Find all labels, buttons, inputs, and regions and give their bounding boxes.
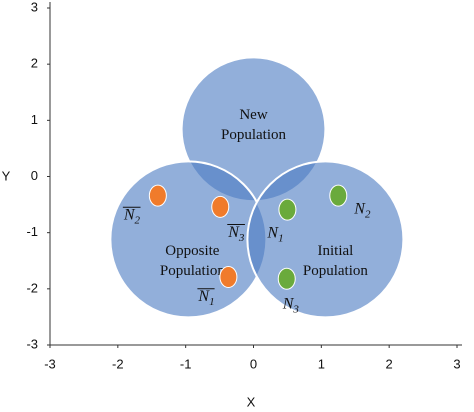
point — [148, 184, 167, 207]
point-label-base: N — [227, 224, 240, 241]
point — [278, 198, 297, 221]
point — [211, 195, 230, 218]
point-label-base: N — [197, 288, 210, 305]
y-axis-label: Y — [2, 168, 11, 183]
point-label-sub: 1 — [209, 296, 215, 308]
y-tick-label: 3 — [31, 0, 38, 14]
y-tick-label: -3 — [26, 336, 38, 351]
x-tick-label: 0 — [250, 356, 257, 371]
point — [277, 267, 296, 290]
point-label-sub: 2 — [365, 208, 371, 220]
x-tick-label: -1 — [180, 356, 192, 371]
point-label-base: N — [123, 206, 136, 223]
point-label-base: N — [266, 224, 279, 241]
region-label: Initial — [317, 243, 353, 259]
point-label: N2 — [123, 206, 141, 226]
y-tick-label: 1 — [31, 112, 38, 127]
region-label: Population — [303, 263, 369, 279]
x-tick-label: 1 — [318, 356, 325, 371]
point-label: N3 — [282, 295, 300, 315]
region-label: Population — [221, 127, 287, 143]
point-label-sub: 3 — [238, 231, 245, 243]
point-label: N1 — [197, 288, 214, 308]
point-label-base: N — [353, 200, 366, 217]
point-label: N1 — [266, 224, 283, 244]
x-tick-label: 2 — [386, 356, 393, 371]
x-tick-label: -3 — [44, 356, 56, 371]
region-label: New — [239, 107, 267, 123]
point-label-sub: 2 — [135, 214, 141, 226]
point-label: N2 — [353, 200, 371, 220]
region-label: Population — [160, 263, 226, 279]
point-label-base: N — [282, 295, 295, 312]
y-tick-label: -2 — [26, 280, 38, 295]
x-axis-label: X — [247, 394, 256, 409]
point-label: N3 — [227, 224, 245, 244]
point — [329, 184, 348, 207]
point — [219, 266, 238, 289]
y-tick-label: 2 — [31, 56, 38, 71]
point-label-sub: 1 — [278, 232, 284, 244]
y-tick-label: -1 — [26, 224, 38, 239]
x-tick-label: 3 — [453, 356, 460, 371]
x-tick-label: -2 — [112, 356, 124, 371]
y-tick-label: 0 — [31, 168, 38, 183]
point-label-sub: 3 — [292, 303, 299, 315]
region-label: Opposite — [165, 243, 220, 259]
